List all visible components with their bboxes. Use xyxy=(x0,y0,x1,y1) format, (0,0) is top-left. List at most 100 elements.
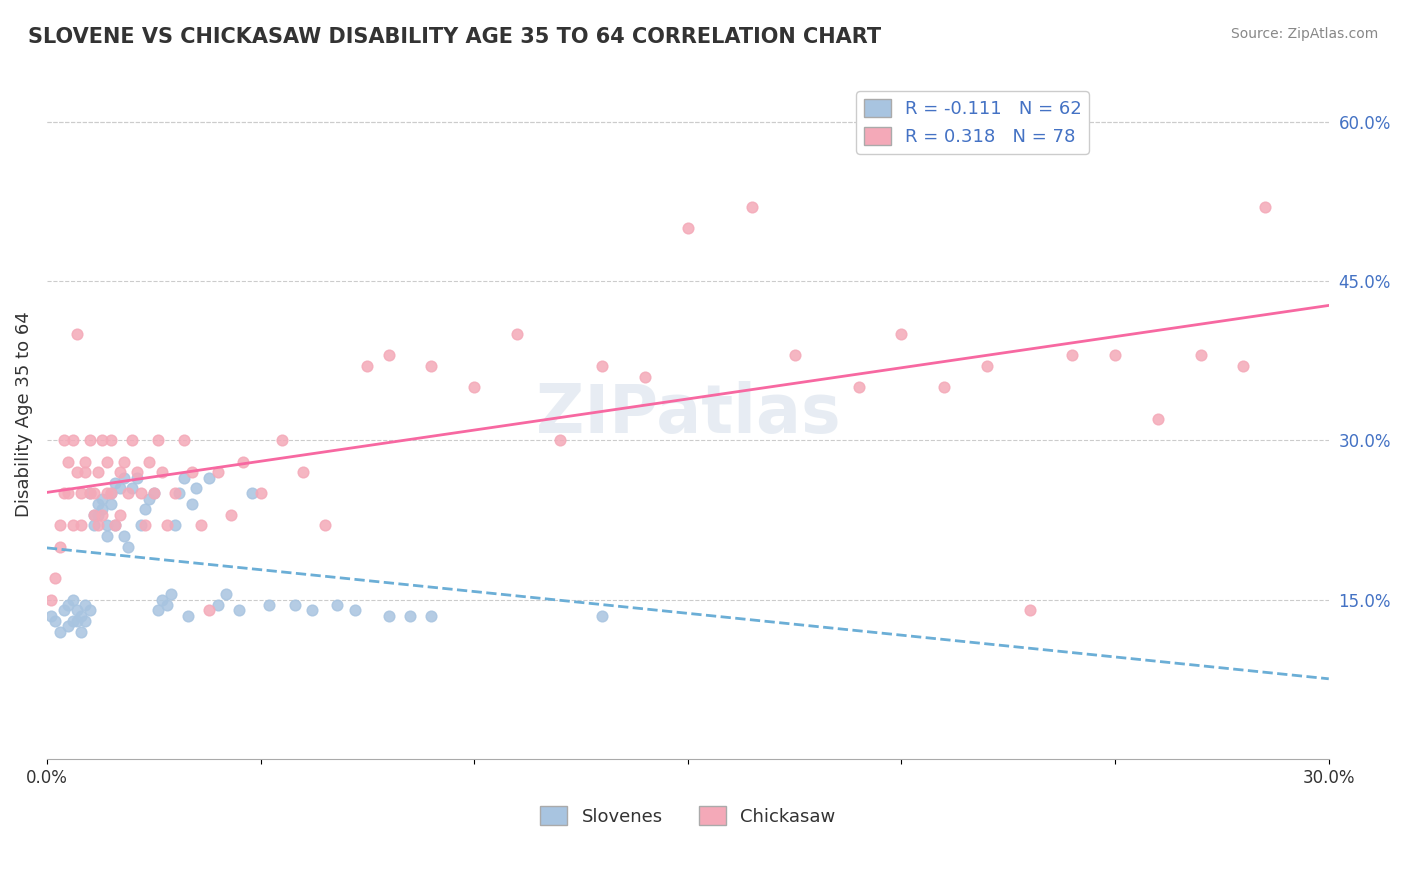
Point xyxy=(934,380,956,394)
Point xyxy=(87,465,110,479)
Point xyxy=(676,220,699,235)
Point xyxy=(506,327,529,342)
Point xyxy=(79,434,101,448)
Point xyxy=(70,624,93,639)
Point xyxy=(104,518,127,533)
Point xyxy=(66,603,89,617)
Point xyxy=(591,608,613,623)
Point xyxy=(44,614,66,628)
Point xyxy=(548,434,571,448)
Point xyxy=(91,434,114,448)
Point xyxy=(240,486,263,500)
Point xyxy=(117,540,139,554)
Point xyxy=(87,518,110,533)
Point xyxy=(343,603,366,617)
Point xyxy=(75,465,97,479)
Point xyxy=(169,486,191,500)
Point xyxy=(463,380,485,394)
Point xyxy=(165,486,187,500)
Text: Source: ZipAtlas.com: Source: ZipAtlas.com xyxy=(1230,27,1378,41)
Point xyxy=(70,608,93,623)
Point xyxy=(79,486,101,500)
Point xyxy=(108,481,131,495)
Point xyxy=(53,486,76,500)
Point xyxy=(181,465,204,479)
Point xyxy=(142,486,165,500)
Point xyxy=(146,603,169,617)
Point xyxy=(377,348,399,362)
Point xyxy=(66,465,89,479)
Point xyxy=(96,454,118,468)
Point xyxy=(91,491,114,506)
Point xyxy=(181,497,204,511)
Point xyxy=(91,508,114,522)
Point xyxy=(420,608,443,623)
Point xyxy=(783,348,806,362)
Point xyxy=(58,454,80,468)
Point xyxy=(48,518,70,533)
Point xyxy=(356,359,378,373)
Point xyxy=(326,598,349,612)
Point xyxy=(91,502,114,516)
Point xyxy=(399,608,422,623)
Point xyxy=(219,508,242,522)
Point xyxy=(155,518,177,533)
Point xyxy=(190,518,212,533)
Point xyxy=(79,603,101,617)
Point xyxy=(146,434,169,448)
Point xyxy=(741,200,763,214)
Point xyxy=(121,434,143,448)
Point xyxy=(1232,359,1254,373)
Y-axis label: Disability Age 35 to 64: Disability Age 35 to 64 xyxy=(15,311,32,516)
Point xyxy=(125,470,148,484)
Point xyxy=(87,497,110,511)
Point xyxy=(177,608,200,623)
Point xyxy=(1062,348,1084,362)
Point xyxy=(48,624,70,639)
Point xyxy=(1104,348,1126,362)
Point xyxy=(100,486,122,500)
Point xyxy=(121,481,143,495)
Point xyxy=(104,475,127,490)
Point xyxy=(87,508,110,522)
Point xyxy=(112,470,135,484)
Point xyxy=(75,598,97,612)
Point xyxy=(198,603,221,617)
Point xyxy=(976,359,998,373)
Point xyxy=(62,434,84,448)
Text: ZIPatlas: ZIPatlas xyxy=(536,381,841,447)
Point xyxy=(292,465,315,479)
Point xyxy=(159,587,181,601)
Point xyxy=(1253,200,1275,214)
Point xyxy=(62,614,84,628)
Point xyxy=(129,518,152,533)
Point xyxy=(58,619,80,633)
Point xyxy=(138,491,160,506)
Point xyxy=(112,454,135,468)
Point xyxy=(129,486,152,500)
Point xyxy=(377,608,399,623)
Point xyxy=(150,592,173,607)
Point xyxy=(108,465,131,479)
Point xyxy=(249,486,271,500)
Point xyxy=(1189,348,1212,362)
Point xyxy=(591,359,613,373)
Point xyxy=(134,518,156,533)
Point xyxy=(100,497,122,511)
Point xyxy=(39,592,62,607)
Point xyxy=(62,592,84,607)
Point xyxy=(96,518,118,533)
Point xyxy=(83,518,105,533)
Point xyxy=(634,369,657,384)
Point xyxy=(104,518,127,533)
Point xyxy=(66,327,89,342)
Point xyxy=(83,486,105,500)
Point xyxy=(207,598,229,612)
Text: SLOVENE VS CHICKASAW DISABILITY AGE 35 TO 64 CORRELATION CHART: SLOVENE VS CHICKASAW DISABILITY AGE 35 T… xyxy=(28,27,882,46)
Point xyxy=(53,434,76,448)
Point xyxy=(44,571,66,585)
Point xyxy=(848,380,870,394)
Point xyxy=(1018,603,1040,617)
Point xyxy=(117,486,139,500)
Point xyxy=(150,465,173,479)
